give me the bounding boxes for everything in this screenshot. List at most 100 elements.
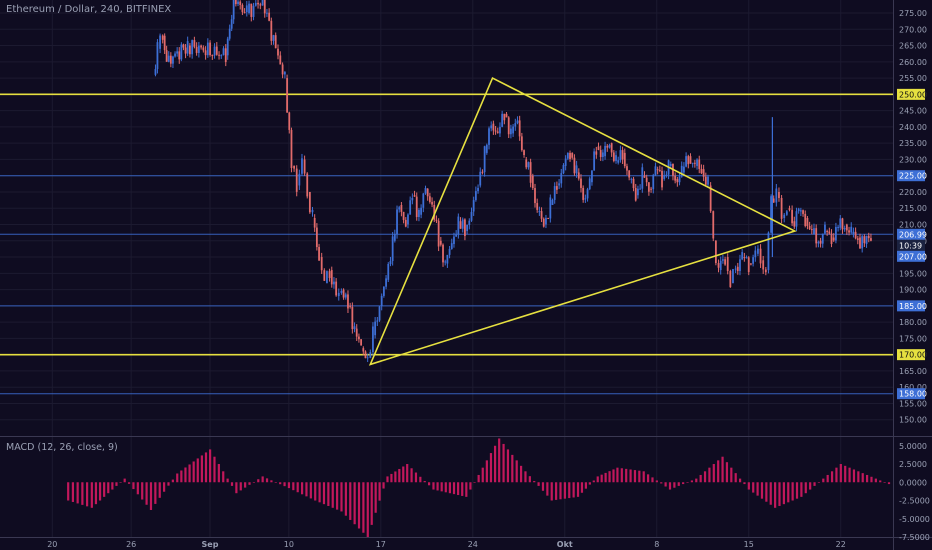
candle-body — [364, 351, 367, 359]
candle-body — [650, 188, 652, 190]
macd-bar — [861, 473, 864, 483]
price-tick-label: 230.00 — [899, 155, 927, 164]
candle-body — [647, 182, 650, 192]
candle-body — [520, 136, 523, 151]
macd-bar — [809, 482, 812, 490]
candle-body — [353, 326, 356, 330]
price-tick-label: 190.00 — [899, 286, 927, 295]
macd-bar — [481, 467, 484, 483]
candle-body — [389, 261, 392, 265]
candle-body — [470, 211, 473, 221]
candle-body — [468, 220, 471, 225]
macd-bar — [866, 474, 869, 483]
candle-body — [843, 228, 846, 230]
candle-body — [288, 112, 291, 130]
candle-body — [719, 260, 722, 271]
macd-bar — [167, 482, 170, 486]
price-tick-label: 215.00 — [899, 204, 927, 213]
candle-body — [639, 188, 642, 190]
symbol-label: Ethereum / Dollar, 240, BITFINEX — [6, 4, 171, 15]
candle-body — [347, 294, 349, 309]
macd-bar — [171, 479, 174, 483]
macd-tick-label: -5.0000 — [899, 515, 930, 524]
macd-bar — [498, 438, 501, 483]
macd-bar — [717, 460, 720, 483]
candle-body — [788, 208, 791, 210]
countdown-label: 10:39 — [899, 241, 922, 250]
candle-body — [200, 45, 203, 48]
candle-body — [817, 241, 820, 244]
time-tick-label: 8 — [654, 540, 659, 549]
candle-body — [254, 2, 257, 6]
macd-bar — [344, 482, 347, 516]
candle-body — [501, 113, 504, 127]
candle-body — [159, 35, 161, 49]
price-tick-label: 165.00 — [899, 367, 927, 376]
time-tick-label: 15 — [744, 540, 754, 549]
candle-body — [661, 170, 663, 188]
candle-body — [250, 3, 253, 17]
macd-bar — [580, 482, 584, 493]
macd-bar — [870, 476, 873, 483]
candle-body — [279, 55, 282, 65]
candle-body — [270, 20, 273, 41]
candle-body — [621, 150, 624, 160]
candle-body — [734, 268, 737, 270]
macd-bar — [477, 474, 480, 483]
macd-tick-label: -7.5000 — [899, 533, 930, 542]
macd-bar — [852, 469, 856, 483]
macd-bar — [485, 460, 488, 483]
candle-body — [193, 40, 196, 47]
candle-body — [767, 232, 770, 271]
candle-body — [218, 54, 220, 56]
macd-bar — [830, 471, 834, 483]
candle-body — [241, 4, 244, 13]
candle-body — [165, 50, 168, 62]
macd-bar — [163, 482, 166, 492]
candle-body — [555, 186, 558, 190]
macd-bar — [419, 476, 422, 483]
macd-bar — [822, 478, 825, 483]
level-price-tag — [897, 88, 925, 100]
candle-body — [850, 226, 853, 233]
macd-bar — [725, 462, 729, 483]
candle-body — [750, 263, 752, 265]
candle-body — [184, 47, 187, 54]
candle-body — [764, 269, 767, 273]
candle-body — [573, 157, 576, 174]
candle-body — [604, 145, 606, 157]
candle-body — [446, 254, 449, 264]
macd-bar — [576, 482, 580, 497]
macd-bar — [402, 466, 405, 483]
macd-bar — [774, 482, 777, 508]
candle-body — [634, 188, 637, 201]
candle-body — [689, 156, 692, 164]
macd-bar — [848, 467, 851, 483]
macd-bar — [71, 482, 75, 502]
candle-body — [645, 177, 648, 183]
time-tick-label: 22 — [836, 540, 846, 549]
candle-body — [461, 219, 464, 229]
macd-bar — [559, 482, 562, 500]
macd-bar — [756, 482, 759, 496]
candle-body — [806, 218, 809, 226]
candle-body — [762, 260, 765, 270]
macd-bar — [111, 482, 114, 490]
candle-body — [488, 128, 490, 145]
candle-body — [306, 173, 309, 197]
candle-body — [775, 188, 778, 203]
candle-body — [340, 290, 343, 293]
macd-bar — [677, 482, 680, 486]
candle-body — [780, 197, 783, 219]
candle-body — [308, 191, 311, 213]
price-tick-label: 195.00 — [899, 269, 927, 278]
level-price-label: 250.00 — [899, 90, 927, 99]
candle-body — [691, 162, 694, 164]
macd-bar — [274, 482, 277, 483]
candle-body — [564, 158, 567, 166]
candle-body — [272, 35, 275, 41]
macd-bar — [158, 482, 161, 498]
price-tick-label: 180.00 — [899, 318, 927, 327]
